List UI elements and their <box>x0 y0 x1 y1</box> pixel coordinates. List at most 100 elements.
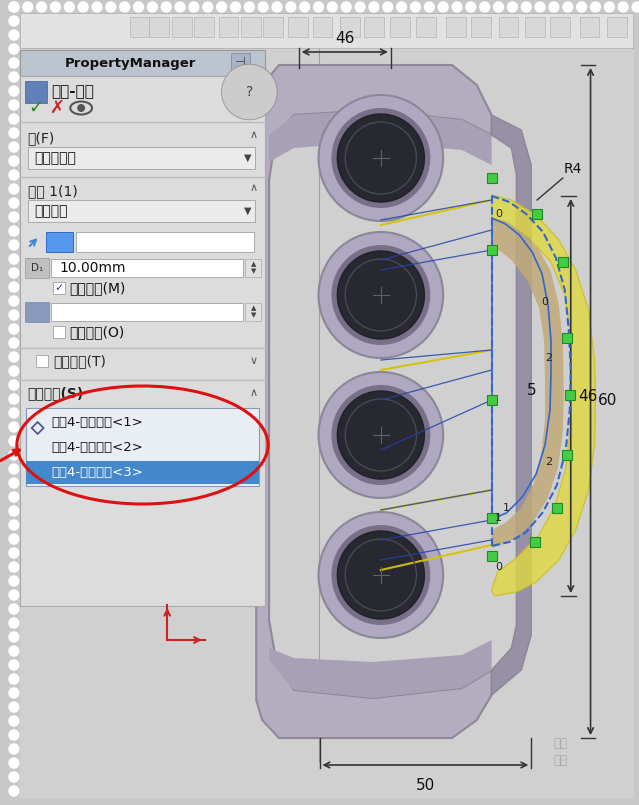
FancyBboxPatch shape <box>231 53 250 73</box>
FancyBboxPatch shape <box>487 513 497 523</box>
FancyBboxPatch shape <box>312 17 332 37</box>
Circle shape <box>507 2 518 12</box>
FancyBboxPatch shape <box>36 355 47 367</box>
Text: 0: 0 <box>495 209 502 219</box>
Text: 凸台-拉伸: 凸台-拉伸 <box>52 85 95 100</box>
Text: 合并结果(M): 合并结果(M) <box>69 281 126 295</box>
Circle shape <box>9 660 19 670</box>
Text: 薄壁特征(T): 薄壁特征(T) <box>54 354 106 368</box>
Circle shape <box>148 2 157 12</box>
Circle shape <box>9 716 19 726</box>
Circle shape <box>9 464 19 474</box>
Text: 草图4-局部范围<2>: 草图4-局部范围<2> <box>52 440 143 453</box>
Circle shape <box>106 2 116 12</box>
FancyBboxPatch shape <box>172 17 192 37</box>
Text: 1: 1 <box>503 503 510 513</box>
Circle shape <box>65 2 74 12</box>
FancyBboxPatch shape <box>76 232 254 252</box>
FancyBboxPatch shape <box>52 259 243 277</box>
FancyBboxPatch shape <box>26 461 259 484</box>
Circle shape <box>9 58 19 68</box>
Text: ∨: ∨ <box>249 356 258 366</box>
Circle shape <box>9 352 19 362</box>
Circle shape <box>318 232 443 358</box>
Circle shape <box>134 2 144 12</box>
Text: ▼: ▼ <box>250 268 256 274</box>
Circle shape <box>9 562 19 572</box>
Text: 46: 46 <box>579 389 598 403</box>
FancyBboxPatch shape <box>20 13 633 48</box>
FancyBboxPatch shape <box>20 13 633 798</box>
Circle shape <box>318 95 443 221</box>
Circle shape <box>438 2 448 12</box>
Circle shape <box>231 2 240 12</box>
Circle shape <box>9 506 19 516</box>
Circle shape <box>9 142 19 152</box>
Circle shape <box>576 2 587 12</box>
FancyBboxPatch shape <box>607 17 627 37</box>
FancyBboxPatch shape <box>194 17 213 37</box>
Circle shape <box>9 254 19 264</box>
FancyBboxPatch shape <box>45 232 73 252</box>
FancyBboxPatch shape <box>487 173 497 183</box>
Text: 50: 50 <box>416 778 435 793</box>
Circle shape <box>355 2 365 12</box>
FancyBboxPatch shape <box>562 450 572 460</box>
Circle shape <box>332 525 430 625</box>
Text: 0: 0 <box>541 297 548 307</box>
Text: PropertyManager: PropertyManager <box>65 56 196 69</box>
Circle shape <box>9 128 19 138</box>
Circle shape <box>9 702 19 712</box>
Text: 5: 5 <box>527 382 537 398</box>
FancyBboxPatch shape <box>532 209 542 219</box>
Circle shape <box>9 744 19 754</box>
Circle shape <box>9 324 19 334</box>
FancyBboxPatch shape <box>530 537 540 547</box>
Circle shape <box>466 2 476 12</box>
Circle shape <box>300 2 310 12</box>
Circle shape <box>332 108 430 208</box>
Circle shape <box>161 2 171 12</box>
Circle shape <box>535 2 545 12</box>
Circle shape <box>23 2 33 12</box>
FancyBboxPatch shape <box>552 503 562 513</box>
Circle shape <box>50 2 61 12</box>
FancyBboxPatch shape <box>130 17 150 37</box>
Circle shape <box>9 198 19 208</box>
Circle shape <box>9 338 19 348</box>
Circle shape <box>9 44 19 54</box>
Circle shape <box>9 30 19 40</box>
Text: ▲: ▲ <box>250 261 256 267</box>
Circle shape <box>397 2 406 12</box>
Text: 1: 1 <box>495 513 502 523</box>
Text: 60: 60 <box>597 393 617 407</box>
Circle shape <box>337 391 424 479</box>
FancyBboxPatch shape <box>26 408 259 486</box>
Polygon shape <box>491 115 531 695</box>
FancyBboxPatch shape <box>263 17 283 37</box>
Circle shape <box>77 104 85 112</box>
Text: 两侧对称: 两侧对称 <box>35 204 68 218</box>
FancyBboxPatch shape <box>550 17 570 37</box>
Circle shape <box>341 2 351 12</box>
Circle shape <box>9 548 19 558</box>
Circle shape <box>9 394 19 404</box>
FancyBboxPatch shape <box>27 200 255 222</box>
Circle shape <box>217 2 227 12</box>
Circle shape <box>272 2 282 12</box>
Text: ▲: ▲ <box>250 305 256 311</box>
Circle shape <box>9 520 19 530</box>
Circle shape <box>9 310 19 320</box>
Circle shape <box>618 2 628 12</box>
Circle shape <box>286 2 296 12</box>
FancyBboxPatch shape <box>150 17 169 37</box>
Circle shape <box>9 114 19 124</box>
Circle shape <box>9 296 19 306</box>
Text: 2: 2 <box>546 353 553 363</box>
Text: ▼: ▼ <box>243 153 251 163</box>
Circle shape <box>318 512 443 638</box>
Circle shape <box>9 2 19 12</box>
Text: 草图4-局部范围<1>: 草图4-局部范围<1> <box>52 415 143 428</box>
FancyBboxPatch shape <box>417 17 436 37</box>
Circle shape <box>9 2 19 12</box>
